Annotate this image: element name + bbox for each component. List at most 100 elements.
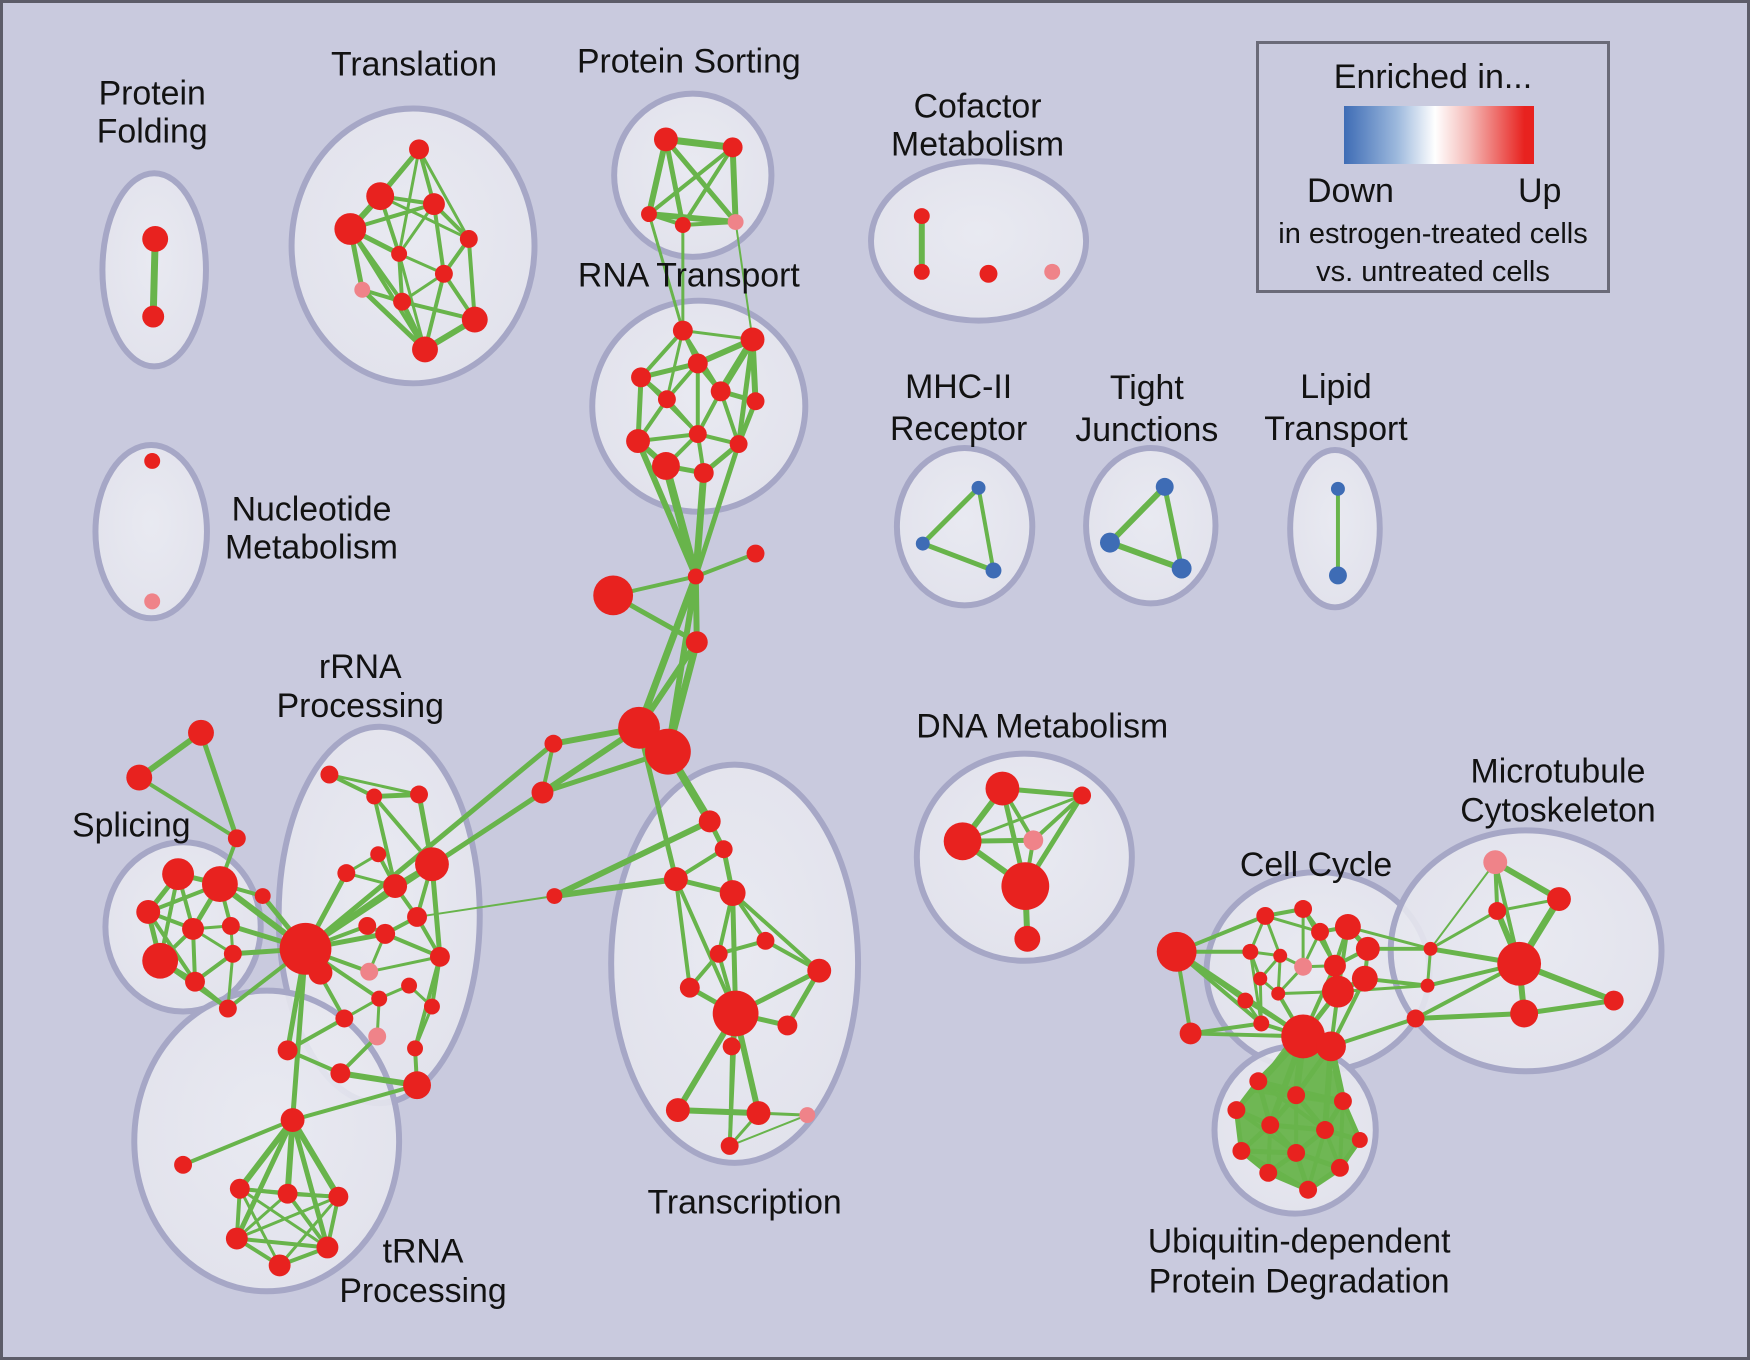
node-T6 (316, 1236, 339, 1259)
cluster-ellipse-mhc-ii-receptor (893, 445, 1036, 609)
edge-tr6-tr11 (397, 252, 427, 351)
edge-x5-x1 (551, 818, 713, 900)
cluster-label-cofactor-metabolism-line2: Metabolism (891, 125, 1064, 163)
cluster-label-rna-transport: RNA Transport (578, 257, 800, 295)
cluster-ellipse-tight-junctions (1083, 445, 1219, 607)
node-mh3 (985, 562, 1002, 579)
edge-T0-T4 (289, 1117, 342, 1200)
edge-ps3-ps5 (646, 211, 739, 226)
cluster-ellipse-nucleotide-metabolism (92, 442, 210, 622)
edge-ps1-ps3 (646, 136, 669, 218)
node-tr4 (334, 213, 367, 245)
node-r3 (410, 785, 428, 804)
edge-ps1-ps4 (663, 136, 686, 228)
node-u11 (1330, 1158, 1349, 1177)
node-rt7 (746, 392, 765, 411)
node-nm1 (144, 453, 161, 469)
cluster-label-tight-junctions-line1: Tight (1110, 369, 1185, 407)
node-s5 (221, 916, 240, 935)
node-u3 (1333, 1092, 1352, 1111)
node-ps4 (674, 217, 691, 233)
node-ps1 (653, 127, 678, 152)
node-c8 (1294, 957, 1313, 976)
node-x11 (777, 1015, 798, 1036)
node-hb2 (645, 728, 691, 775)
node-d6 (1014, 925, 1041, 952)
node-c7 (1273, 948, 1288, 963)
node-r14 (429, 946, 450, 967)
edge-T2-T7 (238, 1187, 282, 1267)
edge-r1-r3 (327, 773, 421, 796)
cluster-label-protein-folding-line2: Folding (97, 112, 208, 150)
edge-rt10-j1 (693, 441, 742, 579)
node-r13 (360, 962, 379, 981)
edge-ps2-ps3 (647, 145, 735, 217)
edge-tr4-tr11 (348, 227, 427, 352)
edge-c18-m1 (1429, 861, 1497, 950)
cluster-label-ubiquitin-degradation-line2: Protein Degradation (1149, 1262, 1450, 1300)
node-j4 (685, 631, 708, 654)
edge-mh1-mh3 (976, 485, 996, 573)
cluster-label-lipid-transport-line2: Transport (1264, 410, 1408, 448)
cluster-label-microtubule-cytoskeleton-line1: Microtubule (1471, 753, 1646, 791)
cluster-ellipse-protein-sorting (611, 90, 775, 260)
edge-tj2-tj3 (1106, 539, 1185, 572)
node-c6 (1242, 943, 1259, 960)
edge-u8-u9 (1238, 1148, 1299, 1156)
edge-x3-X10 (673, 877, 738, 1016)
edge-mh1-mh2 (920, 485, 982, 547)
node-s6 (142, 942, 179, 979)
node-j2 (593, 575, 634, 616)
node-r4 (370, 846, 387, 863)
cluster-ellipse-lipid-transport (1287, 447, 1383, 611)
edge-T3-T5 (235, 1192, 290, 1241)
edge-ps5-rt2 (734, 221, 754, 341)
node-d2 (1073, 786, 1092, 805)
edge-ps4-ps5 (680, 220, 738, 228)
edge-T5-T6 (234, 1236, 330, 1250)
node-tj2 (1100, 532, 1120, 553)
edge-tj1-tj3 (1162, 484, 1185, 571)
cluster-label-tight-junctions-line2: Junctions (1075, 411, 1218, 449)
edge-H1-T0 (290, 946, 309, 1123)
node-T3 (277, 1183, 298, 1204)
node-rt9 (688, 425, 707, 444)
cluster-label-cofactor-metabolism-line1: Cofactor (914, 87, 1042, 125)
node-r15 (401, 977, 418, 994)
node-rt6 (657, 390, 676, 409)
cluster-label-translation: Translation (331, 46, 497, 84)
node-u7 (1351, 1131, 1368, 1148)
node-s4 (182, 917, 204, 940)
edge-pf1-pf2 (149, 235, 159, 321)
node-c18 (1423, 941, 1438, 956)
edge-x4-x8 (730, 891, 822, 973)
node-r9 (415, 847, 449, 882)
edge-m1-m2 (1492, 859, 1562, 903)
node-s7 (185, 971, 205, 992)
node-c16 (1281, 1014, 1326, 1059)
node-u2 (1287, 1086, 1306, 1105)
cluster-label-dna-metabolism: DNA Metabolism (916, 708, 1168, 746)
node-tj3 (1171, 558, 1192, 579)
edge-tj1-tj2 (1106, 483, 1168, 546)
node-c3 (1311, 922, 1329, 941)
cluster-label-lipid-transport-line1: Lipid (1300, 368, 1371, 406)
node-r16 (371, 990, 388, 1007)
edge-c6-c15 (1248, 950, 1263, 1025)
node-rt3 (687, 353, 708, 374)
legend-subtitle-line2: vs. untreated cells (1316, 256, 1550, 288)
node-s10 (254, 888, 271, 905)
node-pf2 (142, 305, 165, 328)
node-x8 (807, 958, 832, 983)
edge-d2-d4 (1031, 793, 1085, 843)
node-r12 (375, 923, 396, 944)
cluster-label-trna-processing-line1: tRNA (383, 1232, 464, 1270)
edge-x12-x16 (728, 1044, 734, 1148)
edge-r10-x5 (416, 895, 556, 918)
edge-tr3-tr7 (431, 202, 446, 276)
node-u8 (1232, 1141, 1251, 1160)
node-rt2 (740, 327, 765, 352)
node-rt10 (729, 435, 748, 454)
